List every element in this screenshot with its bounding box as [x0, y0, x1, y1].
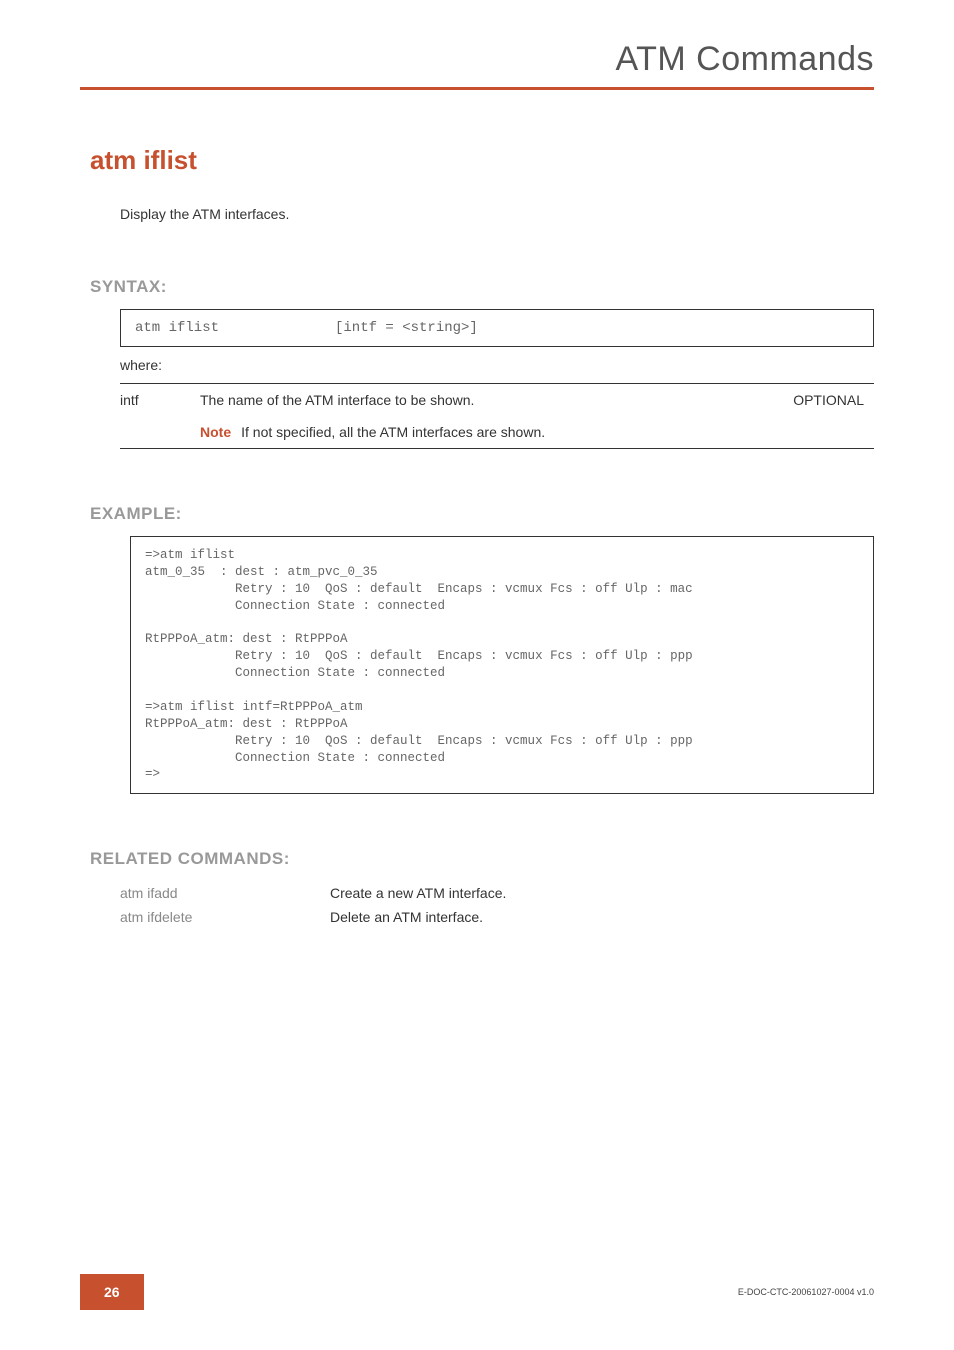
where-label: where: [120, 357, 874, 373]
footer-inner: 26 E-DOC-CTC-20061027-0004 v1.0 [80, 1274, 874, 1310]
param-note-spacer [120, 416, 200, 449]
page-number: 26 [80, 1274, 144, 1310]
related-cmd-link[interactable]: atm ifdelete [120, 905, 330, 929]
param-note-cell: Note If not specified, all the ATM interf… [200, 416, 764, 449]
param-optional: OPTIONAL [764, 384, 874, 417]
param-row: intf The name of the ATM interface to be… [120, 384, 874, 417]
related-heading: RELATED COMMANDS: [90, 849, 874, 869]
param-note-spacer2 [764, 416, 874, 449]
command-title: atm iflist [90, 145, 874, 176]
command-description: Display the ATM interfaces. [120, 206, 874, 222]
page-header: ATM Commands [80, 40, 874, 90]
page-title: ATM Commands [80, 40, 874, 79]
param-table: intf The name of the ATM interface to be… [120, 383, 874, 449]
example-heading: EXAMPLE: [90, 504, 874, 524]
param-name: intf [120, 384, 200, 417]
param-desc: The name of the ATM interface to be show… [200, 384, 764, 417]
related-desc: Delete an ATM interface. [330, 905, 506, 929]
footer: 26 E-DOC-CTC-20061027-0004 v1.0 [0, 1274, 954, 1310]
related-cmd-link[interactable]: atm ifadd [120, 881, 330, 905]
syntax-cmd: atm iflist [135, 320, 335, 336]
related-row: atm ifadd Create a new ATM interface. [120, 881, 506, 905]
related-row: atm ifdelete Delete an ATM interface. [120, 905, 506, 929]
doc-id: E-DOC-CTC-20061027-0004 v1.0 [738, 1287, 874, 1297]
note-label: Note [200, 424, 231, 440]
syntax-heading: SYNTAX: [90, 277, 874, 297]
related-table: atm ifadd Create a new ATM interface. at… [120, 881, 506, 929]
related-desc: Create a new ATM interface. [330, 881, 506, 905]
param-note-row: Note If not specified, all the ATM interf… [120, 416, 874, 449]
note-text: If not specified, all the ATM interfaces… [241, 424, 545, 440]
syntax-box: atm iflist[intf = <string>] [120, 309, 874, 347]
syntax-args: [intf = <string>] [335, 320, 478, 336]
example-box: =>atm iflist atm_0_35 : dest : atm_pvc_0… [130, 536, 874, 794]
